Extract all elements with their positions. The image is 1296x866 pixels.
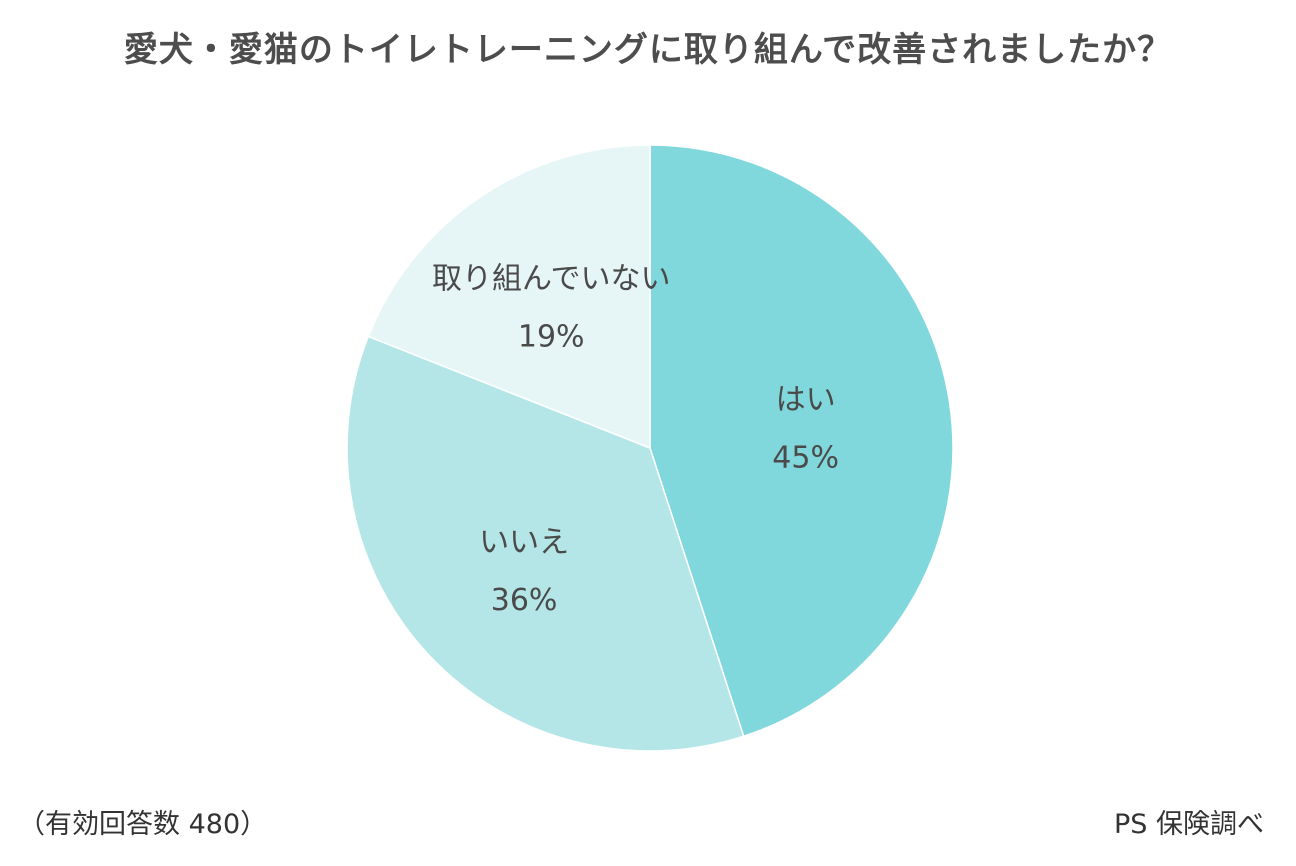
- source-note: PS 保険調べ: [1113, 809, 1264, 840]
- pie-labels: はい 45% いいえ 36% 取り組んでいない 19%: [432, 262, 839, 619]
- slice-value-yes: 45%: [772, 440, 839, 475]
- pie-slice-yes: [649, 144, 954, 738]
- slice-label-yes: はい: [776, 382, 836, 417]
- slice-label-no: いいえ: [479, 525, 569, 560]
- sample-size-note: （有効回答数 480）: [18, 809, 268, 840]
- slice-value-no: 36%: [491, 583, 558, 618]
- slice-value-not-tried: 19%: [518, 320, 585, 355]
- pie-slices: [346, 144, 954, 752]
- pie-slice-no: [346, 335, 745, 752]
- slice-label-not-tried: 取り組んでいない: [432, 262, 671, 297]
- pie-slice-not-tried: [367, 144, 651, 450]
- chart-title: 愛犬・愛猫のトイレトレーニングに取り組んで改善されましたか？: [123, 30, 1173, 70]
